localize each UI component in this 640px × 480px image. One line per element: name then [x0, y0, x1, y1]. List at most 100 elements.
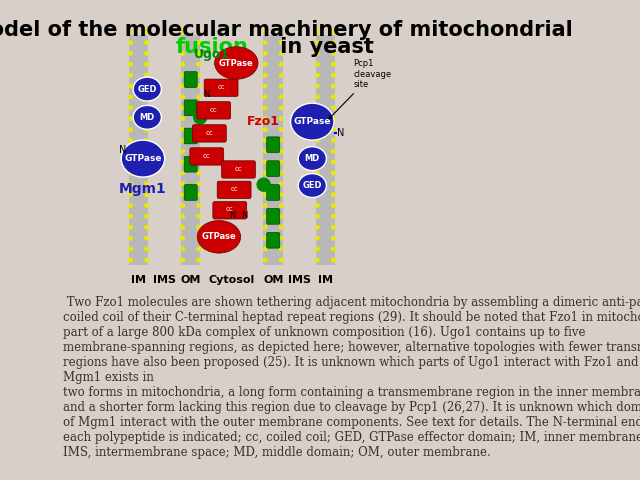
Circle shape	[181, 30, 184, 34]
Circle shape	[145, 52, 148, 55]
Circle shape	[129, 84, 132, 88]
FancyBboxPatch shape	[193, 125, 227, 142]
Circle shape	[181, 52, 184, 55]
Circle shape	[280, 128, 283, 131]
FancyBboxPatch shape	[204, 79, 238, 96]
Circle shape	[197, 193, 200, 196]
Circle shape	[316, 106, 319, 109]
Circle shape	[197, 95, 200, 98]
Circle shape	[280, 215, 283, 218]
Circle shape	[145, 30, 148, 34]
Circle shape	[332, 247, 335, 251]
Circle shape	[129, 215, 132, 218]
Bar	[264, 35, 283, 265]
Circle shape	[145, 73, 148, 77]
Circle shape	[145, 247, 148, 251]
Circle shape	[197, 236, 200, 240]
Circle shape	[264, 73, 267, 77]
Circle shape	[181, 182, 184, 186]
Ellipse shape	[298, 174, 326, 197]
Circle shape	[129, 106, 132, 109]
Circle shape	[197, 226, 200, 229]
Circle shape	[145, 149, 148, 153]
Circle shape	[181, 95, 184, 98]
Circle shape	[197, 258, 200, 262]
Circle shape	[181, 247, 184, 251]
Circle shape	[129, 258, 132, 262]
Circle shape	[332, 62, 335, 66]
Circle shape	[181, 215, 184, 218]
Circle shape	[316, 139, 319, 142]
Circle shape	[280, 73, 283, 77]
Circle shape	[280, 41, 283, 44]
Circle shape	[332, 117, 335, 120]
Circle shape	[316, 62, 319, 66]
Circle shape	[280, 160, 283, 164]
Text: IMS: IMS	[153, 275, 176, 285]
Circle shape	[316, 182, 319, 186]
Circle shape	[129, 139, 132, 142]
Ellipse shape	[133, 77, 161, 101]
FancyBboxPatch shape	[267, 137, 280, 153]
Circle shape	[316, 52, 319, 55]
Circle shape	[332, 139, 335, 142]
Text: IMS: IMS	[288, 275, 311, 285]
Circle shape	[332, 193, 335, 196]
Circle shape	[316, 149, 319, 153]
Circle shape	[145, 41, 148, 44]
Circle shape	[280, 258, 283, 262]
Circle shape	[264, 128, 267, 131]
Circle shape	[197, 30, 200, 34]
Circle shape	[264, 182, 267, 186]
Circle shape	[316, 204, 319, 207]
Circle shape	[181, 258, 184, 262]
FancyBboxPatch shape	[190, 148, 224, 165]
Circle shape	[264, 236, 267, 240]
Text: OM: OM	[180, 275, 201, 285]
Circle shape	[181, 160, 184, 164]
Text: GTPase: GTPase	[294, 117, 331, 126]
Text: Two Fzo1 molecules are shown tethering adjacent mitochondria by assembling a dim: Two Fzo1 molecules are shown tethering a…	[63, 296, 640, 459]
Text: cc: cc	[230, 186, 238, 192]
Text: OM: OM	[263, 275, 284, 285]
Circle shape	[316, 236, 319, 240]
Text: cc: cc	[235, 166, 243, 171]
Text: Model of the molecular machinery of mitochondrial: Model of the molecular machinery of mito…	[0, 20, 573, 39]
Text: Mgm1: Mgm1	[119, 182, 167, 196]
Circle shape	[145, 204, 148, 207]
Circle shape	[332, 52, 335, 55]
Circle shape	[145, 128, 148, 131]
Ellipse shape	[121, 140, 164, 177]
Text: GTPase: GTPase	[124, 154, 162, 163]
Circle shape	[332, 84, 335, 88]
Circle shape	[197, 171, 200, 175]
Text: GTPase: GTPase	[219, 59, 253, 68]
Circle shape	[280, 106, 283, 109]
Circle shape	[332, 149, 335, 153]
FancyBboxPatch shape	[267, 209, 280, 224]
Circle shape	[181, 149, 184, 153]
Circle shape	[181, 236, 184, 240]
Circle shape	[129, 62, 132, 66]
Circle shape	[332, 30, 335, 34]
Circle shape	[280, 171, 283, 175]
Text: N: N	[204, 90, 210, 99]
Circle shape	[264, 62, 267, 66]
Circle shape	[316, 117, 319, 120]
Circle shape	[145, 182, 148, 186]
Circle shape	[197, 73, 200, 77]
Circle shape	[197, 204, 200, 207]
Circle shape	[264, 149, 267, 153]
Circle shape	[332, 215, 335, 218]
Circle shape	[181, 171, 184, 175]
Circle shape	[280, 204, 283, 207]
Circle shape	[316, 30, 319, 34]
Text: IM: IM	[318, 275, 333, 285]
Circle shape	[145, 106, 148, 109]
FancyBboxPatch shape	[184, 128, 197, 144]
Circle shape	[145, 117, 148, 120]
Circle shape	[197, 149, 200, 153]
Circle shape	[264, 84, 267, 88]
Circle shape	[264, 30, 267, 34]
Circle shape	[197, 41, 200, 44]
